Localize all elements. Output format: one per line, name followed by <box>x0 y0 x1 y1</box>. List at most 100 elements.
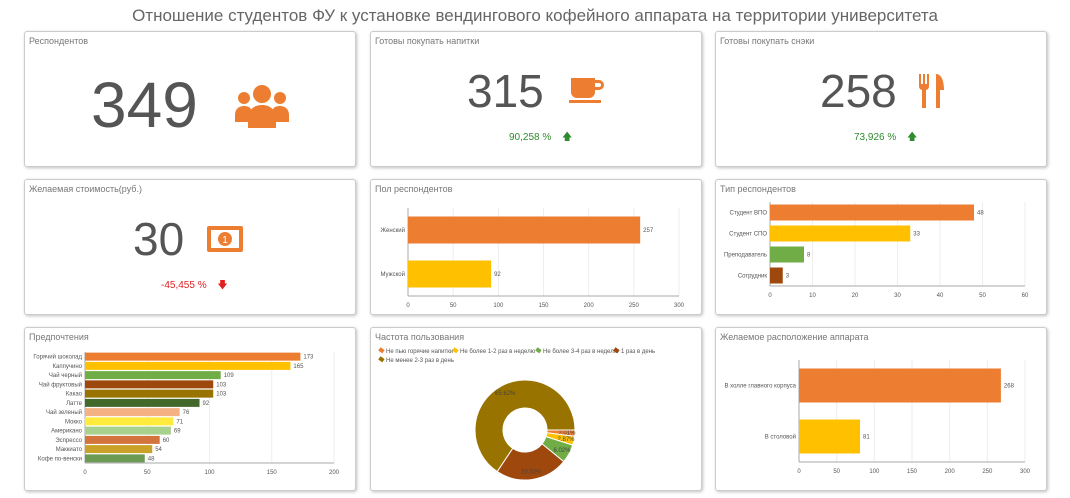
slice-label: 6.02% <box>553 448 571 454</box>
tick-label: 10 <box>809 293 816 299</box>
bar <box>85 454 145 463</box>
legend-swatch <box>535 347 542 354</box>
card-title: Готовы покупать снэки <box>720 36 815 46</box>
bar <box>799 368 1001 403</box>
legend-label: Не более 3-4 раз в неделю <box>543 349 619 355</box>
data-label: 165 <box>293 364 304 370</box>
drinks-card: Готовы покупать напитки 315 90,258 % 🡅 <box>370 31 702 167</box>
prefs-card: Предпочтения 0 50 100 150 200 Горячий шоколад… <box>24 327 356 491</box>
slice-label: 2.87% <box>558 437 576 443</box>
legend-label: 1 раз в день <box>621 349 655 355</box>
arrow-down-icon: 🡇 <box>217 280 228 291</box>
type-chart: 0 10 20 30 40 50 60 Студент ВПО 48 Студент СПО 33 П… <box>724 202 1029 299</box>
kpi-delta: -45,455 % 🡇 <box>161 278 228 295</box>
card-title: Готовы покупать напитки <box>375 36 480 46</box>
kpi-value: 258 <box>820 65 897 117</box>
data-label: 48 <box>977 211 984 217</box>
location-card: Желаемое расположение аппарата 0 50 100 150… <box>715 327 1047 491</box>
bar <box>770 204 974 221</box>
dashboard-title: Отношение студентов ФУ к установке венди… <box>132 6 938 25</box>
users-icon <box>235 85 289 128</box>
location-chart: 0 50 100 150 200 250 300 В холле главного корпу… <box>725 360 1031 475</box>
bar <box>85 417 174 426</box>
tick-label: 50 <box>833 469 840 475</box>
category-label: Маккиато <box>56 447 83 453</box>
category-label: Американо <box>51 429 83 435</box>
category-label: В столовой <box>765 434 796 441</box>
tick-label: 50 <box>144 470 151 476</box>
prefs-chart: 0 50 100 150 200 Горячий шоколад 173 Каппучино 1… <box>33 352 340 476</box>
bar <box>770 267 783 284</box>
freq-chart: Не пью горячие напитки Не более 1-2 раз в… <box>378 347 655 481</box>
card-title: Желаемое расположение аппарата <box>720 332 869 342</box>
data-label: 54 <box>155 447 162 453</box>
category-label: Кофе по-венски <box>38 456 82 462</box>
tick-label: 100 <box>204 470 215 476</box>
tick-label: 300 <box>1020 469 1031 475</box>
svg-text:1: 1 <box>222 235 228 246</box>
legend-swatch <box>378 347 385 354</box>
bar <box>85 445 153 454</box>
tick-label: 0 <box>768 293 772 299</box>
bar <box>85 398 200 407</box>
data-label: 268 <box>1004 384 1015 390</box>
category-label: Мужской <box>380 271 405 278</box>
donut-slice <box>474 379 576 473</box>
gender-chart: 0 50 100 150 200 250 300 Женский 257 Мужской 92 <box>380 208 685 309</box>
bar <box>85 371 221 380</box>
data-label: 103 <box>216 392 227 398</box>
card-title: Тип респондентов <box>720 184 796 194</box>
bar <box>408 216 641 244</box>
data-label: 48 <box>148 456 155 462</box>
category-label: Женский <box>381 227 405 234</box>
category-label: Какао <box>66 392 83 398</box>
data-label: 92 <box>494 272 501 278</box>
bar <box>85 426 171 435</box>
slice-label: 23.50% <box>521 470 542 476</box>
tick-label: 0 <box>83 470 87 476</box>
data-label: 92 <box>203 401 210 407</box>
bar <box>408 260 492 288</box>
legend-label: Не менее 2-3 раз в день <box>386 358 454 364</box>
kpi-value: 315 <box>467 65 544 117</box>
data-label: 103 <box>216 382 227 388</box>
category-label: Преподаватель <box>724 253 767 259</box>
tick-label: 30 <box>894 293 901 299</box>
tick-label: 200 <box>945 469 956 475</box>
category-label: Студент СПО <box>729 232 767 238</box>
tick-label: 200 <box>584 303 595 309</box>
category-label: В холле главного корпуса <box>725 384 797 390</box>
bar <box>85 361 291 370</box>
category-label: Чай черный <box>49 372 82 379</box>
bar <box>770 246 804 263</box>
category-label: Студент ВПО <box>730 211 768 217</box>
delta-text: 90,258 % <box>509 132 552 143</box>
category-label: Латте <box>66 401 83 407</box>
category-label: Эспрессо <box>55 438 82 444</box>
category-label: Чай зеленый <box>46 409 82 416</box>
bar <box>85 389 214 398</box>
card-title: Пол респондентов <box>375 184 453 194</box>
data-label: 109 <box>224 373 235 379</box>
tick-label: 0 <box>406 303 410 309</box>
data-label: 3 <box>786 274 790 280</box>
tick-label: 100 <box>869 469 880 475</box>
bar <box>85 352 301 361</box>
legend-swatch <box>452 347 459 354</box>
bar <box>85 435 160 444</box>
data-label: 60 <box>163 438 170 444</box>
tick-label: 300 <box>674 303 685 309</box>
coffee-cup-icon <box>569 78 604 103</box>
respondents-card: Респондентов 349 <box>24 31 356 167</box>
tick-label: 250 <box>982 469 993 475</box>
gender-card: Пол респондентов 0 50 100 150 200 250 300 Женск… <box>370 179 702 315</box>
category-label: Каппучино <box>53 364 83 370</box>
kpi-value: 349 <box>91 69 198 141</box>
slice-label: 65.62% <box>495 391 516 397</box>
legend-swatch <box>613 347 620 354</box>
data-label: 33 <box>913 232 920 238</box>
tick-label: 40 <box>937 293 944 299</box>
tick-label: 100 <box>493 303 504 309</box>
freq-card: Частота пользования Не пью горячие напит… <box>370 327 702 491</box>
bar <box>85 408 180 417</box>
